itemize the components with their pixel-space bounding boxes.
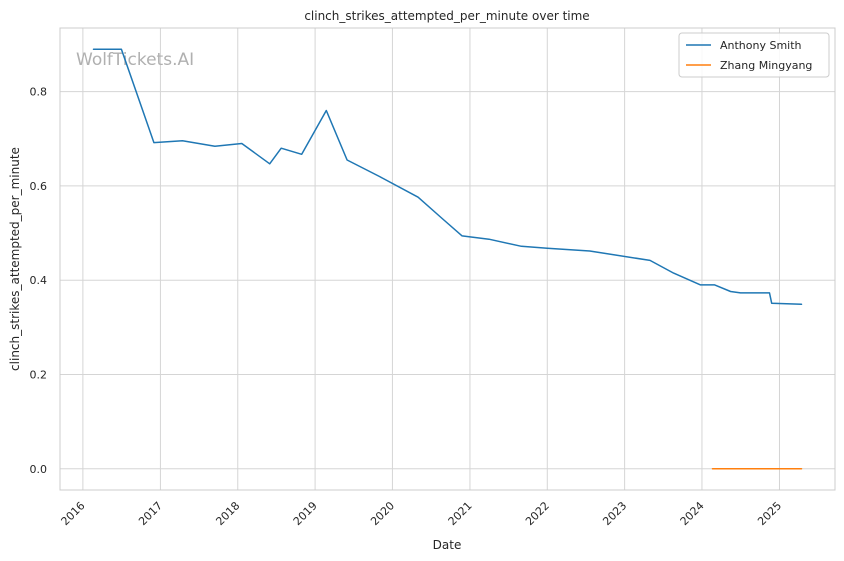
legend: Anthony Smith Zhang Mingyang — [678, 32, 830, 78]
y-axis-label: clinch_strikes_attempted_per_minute — [8, 147, 22, 371]
watermark: WolfTickets.AI — [76, 50, 194, 70]
legend-label-zhang-mingyang: Zhang Mingyang — [720, 59, 812, 72]
plot-area — [60, 28, 835, 490]
series-line-anthony-smith — [92, 48, 803, 306]
y-gridlines — [60, 91, 835, 470]
y-tick-labels: 0.0 0.2 0.4 0.6 0.8 — [30, 86, 48, 476]
series-layer — [92, 48, 803, 470]
y-tick-label-0.6: 0.6 — [30, 180, 48, 193]
y-tick-label-0.8: 0.8 — [30, 86, 48, 99]
y-tick-label-0.2: 0.2 — [30, 369, 48, 382]
legend-box — [678, 32, 830, 78]
y-tick-label-0.4: 0.4 — [30, 274, 48, 287]
y-tick-label-0.0: 0.0 — [30, 463, 48, 476]
x-gridlines — [82, 28, 780, 490]
x-axis-label: Date — [433, 538, 462, 552]
plot-frame — [59, 27, 836, 491]
legend-label-anthony-smith: Anthony Smith — [720, 39, 802, 52]
chart-title: clinch_strikes_attempted_per_minute over… — [304, 9, 589, 23]
